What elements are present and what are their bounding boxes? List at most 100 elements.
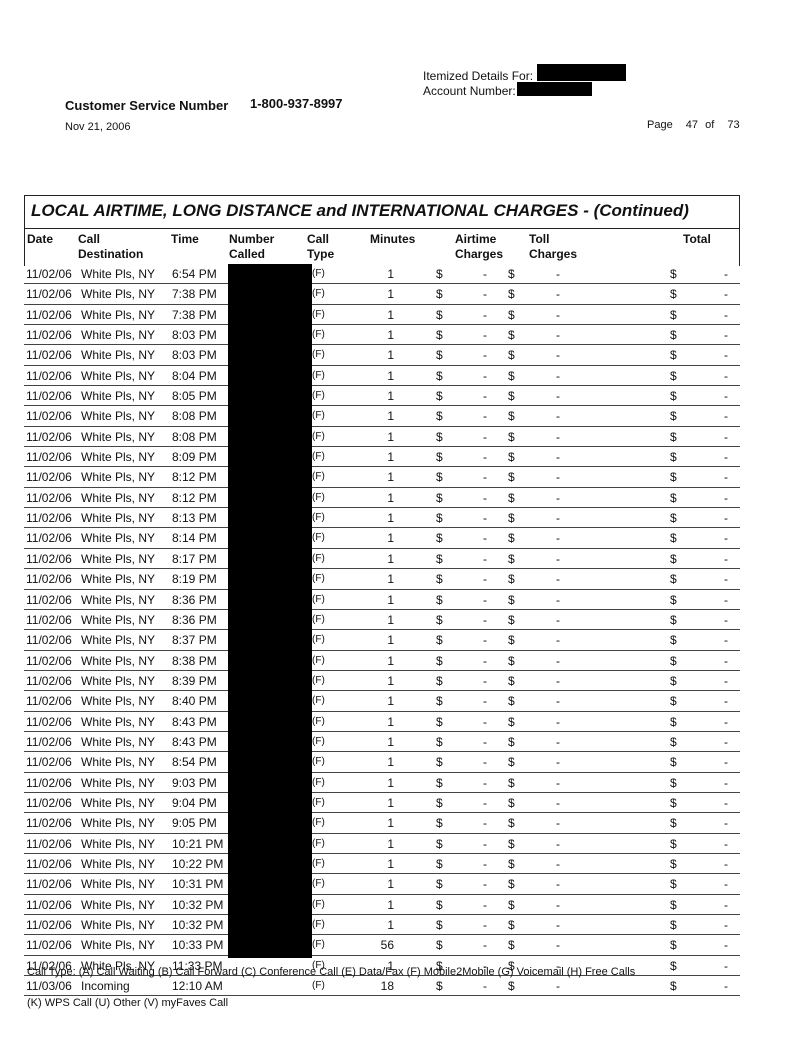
total-currency: $ bbox=[670, 633, 677, 648]
date-cell: 11/02/06 bbox=[26, 795, 72, 810]
statement-date: Nov 21, 2006 bbox=[65, 121, 131, 133]
toll-value: - bbox=[556, 470, 560, 485]
toll-value: - bbox=[556, 389, 560, 404]
date-cell: 11/02/06 bbox=[26, 267, 72, 281]
total-value: - bbox=[724, 734, 728, 749]
time-cell: 8:13 PM bbox=[172, 511, 217, 526]
call-type-cell: (F) bbox=[312, 532, 325, 544]
total-value: - bbox=[724, 979, 728, 994]
table-row: 11/02/06 White Pls, NY 8:14 PM (F) 1 $ - $ - $ - bbox=[24, 528, 740, 549]
toll-currency: $ bbox=[508, 389, 515, 404]
call-type-cell: (F) bbox=[312, 776, 325, 788]
destination-cell: White Pls, NY bbox=[81, 348, 156, 363]
page-indicator: Page 47 of 73 bbox=[647, 119, 740, 131]
date-cell: 11/02/06 bbox=[26, 572, 72, 587]
call-type-cell: (F) bbox=[312, 471, 325, 483]
col-date: Date bbox=[27, 232, 54, 246]
airtime-currency: $ bbox=[436, 714, 443, 729]
call-type-cell: (F) bbox=[312, 878, 325, 890]
date-cell: 11/02/06 bbox=[26, 592, 72, 607]
toll-currency: $ bbox=[508, 673, 515, 688]
destination-cell: White Pls, NY bbox=[81, 267, 156, 281]
total-currency: $ bbox=[670, 307, 677, 322]
date-cell: 11/02/06 bbox=[26, 511, 72, 526]
time-cell: 10:22 PM bbox=[172, 856, 224, 871]
date-cell: 11/02/06 bbox=[26, 450, 72, 465]
col-minutes: Minutes bbox=[370, 232, 416, 246]
destination-cell: White Pls, NY bbox=[81, 673, 156, 688]
table-row: 11/02/06 White Pls, NY 8:03 PM (F) 1 $ - $ - $ - bbox=[24, 345, 740, 366]
date-cell: 11/02/06 bbox=[26, 918, 72, 932]
date-cell: 11/02/06 bbox=[26, 836, 72, 851]
airtime-currency: $ bbox=[436, 572, 443, 587]
minutes-cell: 1 bbox=[387, 877, 394, 892]
airtime-currency: $ bbox=[436, 633, 443, 648]
call-type-cell: (F) bbox=[312, 919, 325, 930]
toll-currency: $ bbox=[508, 836, 515, 851]
minutes-cell: 1 bbox=[387, 795, 394, 810]
table-row: 11/02/06 White Pls, NY 9:03 PM (F) 1 $ - $ - $ - bbox=[24, 773, 740, 793]
minutes-cell: 1 bbox=[387, 775, 394, 790]
minutes-cell: 1 bbox=[387, 490, 394, 505]
total-currency: $ bbox=[670, 755, 677, 770]
destination-cell: White Pls, NY bbox=[81, 287, 156, 302]
destination-cell: White Pls, NY bbox=[81, 775, 156, 790]
toll-value: - bbox=[556, 429, 560, 444]
airtime-value: - bbox=[483, 592, 487, 607]
toll-value: - bbox=[556, 979, 560, 994]
airtime-currency: $ bbox=[436, 551, 443, 566]
date-cell: 11/02/06 bbox=[26, 775, 72, 790]
call-type-cell: (F) bbox=[312, 939, 325, 951]
time-cell: 8:36 PM bbox=[172, 592, 217, 607]
toll-value: - bbox=[556, 348, 560, 363]
airtime-value: - bbox=[483, 348, 487, 363]
airtime-currency: $ bbox=[436, 755, 443, 770]
minutes-cell: 1 bbox=[387, 531, 394, 546]
table-row: 11/02/06 White Pls, NY 9:05 PM (F) 1 $ - $ - $ - bbox=[24, 813, 740, 834]
time-cell: 10:31 PM bbox=[172, 877, 224, 892]
destination-cell: Incoming bbox=[81, 979, 130, 994]
airtime-value: - bbox=[483, 551, 487, 566]
total-value: - bbox=[724, 307, 728, 322]
total-value: - bbox=[724, 795, 728, 810]
destination-cell: White Pls, NY bbox=[81, 816, 156, 831]
toll-value: - bbox=[556, 734, 560, 749]
toll-value: - bbox=[556, 694, 560, 709]
col-number-called: Number Called bbox=[229, 232, 275, 261]
total-value: - bbox=[724, 918, 728, 932]
airtime-value: - bbox=[483, 389, 487, 404]
airtime-currency: $ bbox=[436, 531, 443, 546]
time-cell: 9:03 PM bbox=[172, 775, 217, 790]
destination-cell: White Pls, NY bbox=[81, 511, 156, 526]
toll-value: - bbox=[556, 592, 560, 607]
table-row: 11/02/06 White Pls, NY 7:38 PM (F) 1 $ - $ - $ - bbox=[24, 305, 740, 326]
time-cell: 9:05 PM bbox=[172, 816, 217, 831]
date-cell: 11/02/06 bbox=[26, 612, 72, 627]
toll-value: - bbox=[556, 531, 560, 546]
minutes-cell: 1 bbox=[387, 592, 394, 607]
airtime-currency: $ bbox=[436, 328, 443, 343]
page-current: 47 bbox=[685, 119, 699, 131]
date-cell: 11/02/06 bbox=[26, 307, 72, 322]
toll-value: - bbox=[556, 918, 560, 932]
call-type-cell: (F) bbox=[312, 390, 325, 402]
destination-cell: White Pls, NY bbox=[81, 836, 156, 851]
call-type-cell: (F) bbox=[312, 735, 325, 747]
time-cell: 8:08 PM bbox=[172, 409, 217, 424]
minutes-cell: 1 bbox=[387, 694, 394, 709]
destination-cell: White Pls, NY bbox=[81, 592, 156, 607]
time-cell: 8:38 PM bbox=[172, 653, 217, 668]
destination-cell: White Pls, NY bbox=[81, 938, 156, 953]
airtime-currency: $ bbox=[436, 653, 443, 668]
total-value: - bbox=[724, 348, 728, 363]
time-cell: 8:03 PM bbox=[172, 348, 217, 363]
toll-value: - bbox=[556, 816, 560, 831]
redacted-account-number bbox=[517, 82, 592, 96]
airtime-value: - bbox=[483, 918, 487, 932]
airtime-value: - bbox=[483, 429, 487, 444]
call-type-cell: (F) bbox=[312, 674, 325, 686]
destination-cell: White Pls, NY bbox=[81, 612, 156, 627]
time-cell: 8:19 PM bbox=[172, 572, 217, 587]
airtime-value: - bbox=[483, 938, 487, 953]
time-cell: 8:36 PM bbox=[172, 612, 217, 627]
